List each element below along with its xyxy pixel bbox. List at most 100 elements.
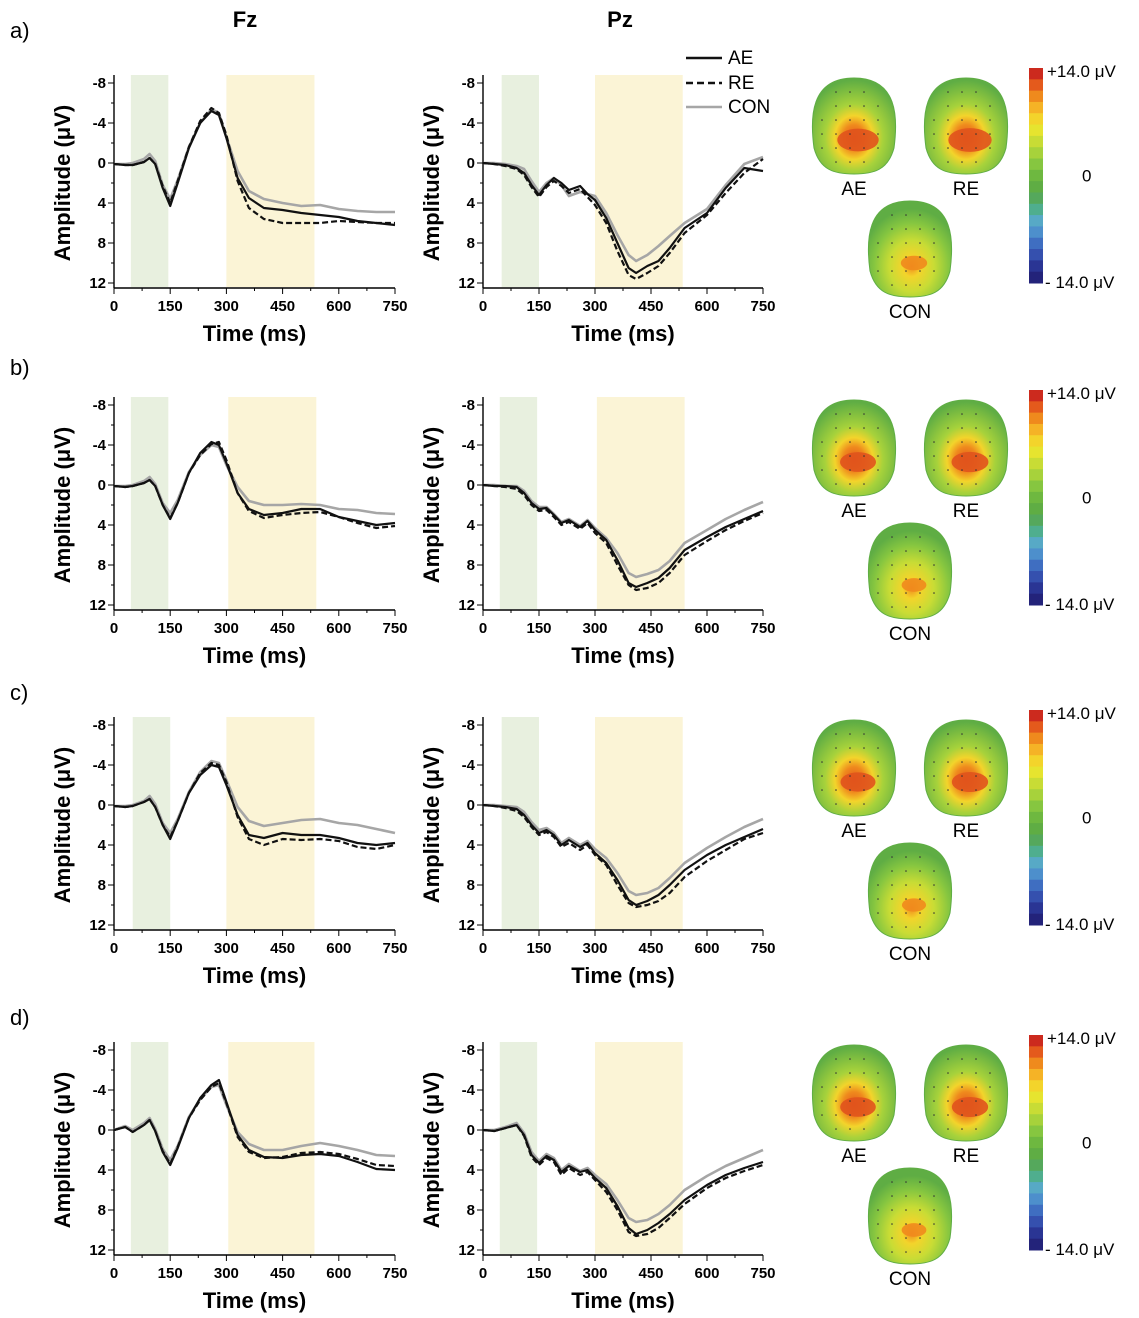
x-tick-label: 0 [479,1265,487,1282]
scalp-hotspot [901,578,927,592]
electrode-dot [905,856,907,858]
y-axis-title: Amplitude (μV) [419,1072,444,1228]
electrode-dot [975,483,977,485]
x-axis-title: Time (ms) [571,963,675,988]
electrode-dot [961,105,963,107]
electrode-dot [947,483,949,485]
electrode-dot [877,469,879,471]
electrode-dot [947,1114,949,1116]
legend-label-re: RE [728,73,754,94]
electrode-dot [905,884,907,886]
y-axis-title: Amplitude (μV) [419,105,444,261]
scalp-shape [923,1044,1009,1142]
colorbar-segment [1029,857,1043,869]
scalp-map-con: CON [867,200,953,323]
colorbar-segment [1029,135,1043,148]
panel-letter: d) [10,1005,30,1030]
colorbar: +14.0 μV 0 - 14.0 μV [1029,384,1117,614]
electrode-dot [891,1251,893,1253]
series-line-re [482,1123,764,1238]
x-tick-label: 450 [638,940,663,957]
electrode-dot [989,427,991,429]
electrode-dot [933,870,935,872]
electrode-dot [877,1223,879,1225]
electrode-dot [835,1100,837,1102]
electrode-dot [891,578,893,580]
electrode-dot [933,578,935,580]
electrode-dot [975,147,977,149]
x-tick-label: 600 [326,620,351,637]
electrode-dot [821,775,823,777]
electrode-dot [877,133,879,135]
electrode-dot [961,147,963,149]
series-line-re [482,803,764,909]
colorbar-segment [1029,902,1043,915]
early-window [499,1042,538,1254]
electrode-dot [835,1114,837,1116]
electrode-dot [891,926,893,928]
electrode-dot [919,1181,921,1183]
electrode-dot [905,1223,907,1225]
x-tick-label: 150 [158,1265,183,1282]
electrode-dot [849,1100,851,1102]
electrode-dot [933,912,935,914]
y-axis-title: Amplitude (μV) [50,1072,75,1228]
electrode-dot [863,161,865,163]
colorbar-segment [1029,203,1043,216]
electrode-dot [877,747,879,749]
x-tick-label: 0 [479,298,487,315]
x-tick-label: 300 [582,940,607,957]
scalp-label-re: RE [953,501,979,522]
electrode-dot [933,455,935,457]
electrode-dot [849,133,851,135]
electrode-dot [989,133,991,135]
electrode-dot [835,1086,837,1088]
electrode-dot [835,803,837,805]
series-line-con [483,155,764,263]
electrode-dot [947,1128,949,1130]
electrode-dot [933,789,935,791]
colorbar-segment [1029,1182,1043,1194]
scalp-label-ae: AE [841,179,866,200]
electrode-dot [905,214,907,216]
colorbar-segment [1029,1102,1043,1115]
electrode-dot [989,761,991,763]
series-line-con [483,803,764,897]
electrode-dot [821,147,823,149]
electrode-dot [849,775,851,777]
scalp-hotspot [900,255,928,271]
colorbar-segment [1029,593,1043,606]
colorbar-segment [1029,777,1043,790]
electrode-dot [947,119,949,121]
electrode-dot [891,856,893,858]
colorbar-segment [1029,525,1043,538]
colorbar-segment [1029,789,1043,802]
scalp-map-ae: AE [811,399,897,522]
electrode-dot [863,803,865,805]
early-window [501,75,539,287]
electrode-dot [835,427,837,429]
y-tick-label: -8 [93,75,106,92]
column-title-pz: Pz [607,7,633,32]
electrode-dot [947,1072,949,1074]
electrode-dot [821,441,823,443]
colorbar-segment [1029,755,1043,768]
electrode-dot [863,1128,865,1130]
electrode-dot [863,1072,865,1074]
colorbar-segment [1029,1238,1043,1251]
electrode-dot [877,1114,879,1116]
colorbar-zero-label: 0 [1082,167,1091,186]
colorbar-segment [1029,913,1043,926]
electrode-dot [933,1195,935,1197]
y-tick-label: 8 [467,877,475,894]
electrode-dot [919,536,921,538]
electrode-dot [947,147,949,149]
electrode-dot [961,469,963,471]
colorbar-segment [1029,412,1043,425]
electrode-dot [877,1100,879,1102]
electrode-dot [919,256,921,258]
y-tick-label: -4 [462,437,476,454]
x-tick-label: 450 [270,940,295,957]
